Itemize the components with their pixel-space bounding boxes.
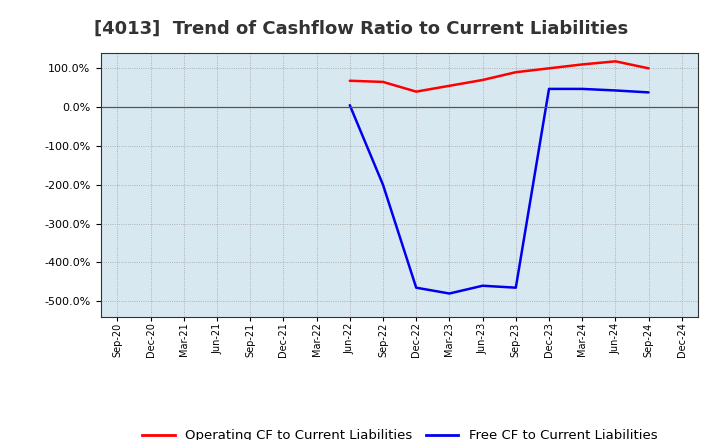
- Legend: Operating CF to Current Liabilities, Free CF to Current Liabilities: Operating CF to Current Liabilities, Fre…: [136, 424, 663, 440]
- Text: [4013]  Trend of Cashflow Ratio to Current Liabilities: [4013] Trend of Cashflow Ratio to Curren…: [94, 20, 628, 38]
